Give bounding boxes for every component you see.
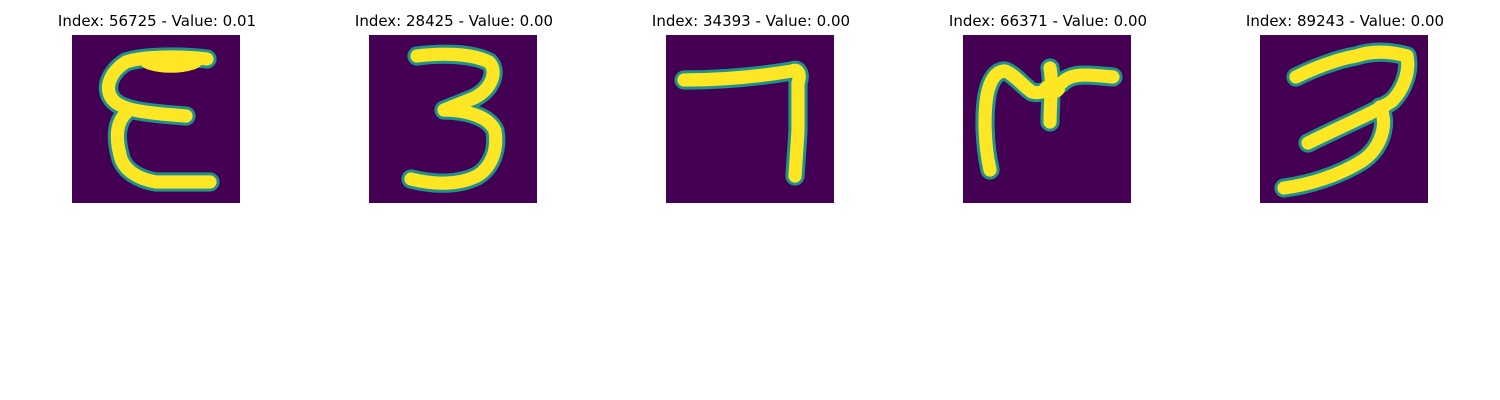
- image-panel-1: Index: 56725 - Value: 0.01: [27, 0, 287, 210]
- digit-image: [666, 35, 834, 203]
- digit-image: [369, 35, 537, 203]
- digit-image: [963, 35, 1131, 203]
- digit-stroke: [975, 58, 1123, 180]
- digit-stroke: [1274, 42, 1418, 198]
- panel-title: Index: 28425 - Value: 0.00: [354, 12, 554, 30]
- image-panel-3: Index: 34393 - Value: 0.00: [621, 0, 881, 210]
- image-panel-4: Index: 66371 - Value: 0.00: [918, 0, 1178, 210]
- image-panel-2: Index: 28425 - Value: 0.00: [324, 0, 584, 210]
- digit-stroke: [674, 60, 809, 186]
- digit-stroke: [401, 44, 506, 193]
- digit-image: [72, 35, 240, 203]
- digit-image: [1260, 35, 1428, 203]
- panel-title: Index: 56725 - Value: 0.01: [57, 12, 257, 30]
- panel-title: Index: 89243 - Value: 0.00: [1245, 12, 1445, 30]
- image-panel-5: Index: 89243 - Value: 0.00: [1215, 0, 1475, 210]
- panel-title: Index: 66371 - Value: 0.00: [948, 12, 1148, 30]
- digit-stroke: [98, 47, 220, 192]
- panel-title: Index: 34393 - Value: 0.00: [651, 12, 851, 30]
